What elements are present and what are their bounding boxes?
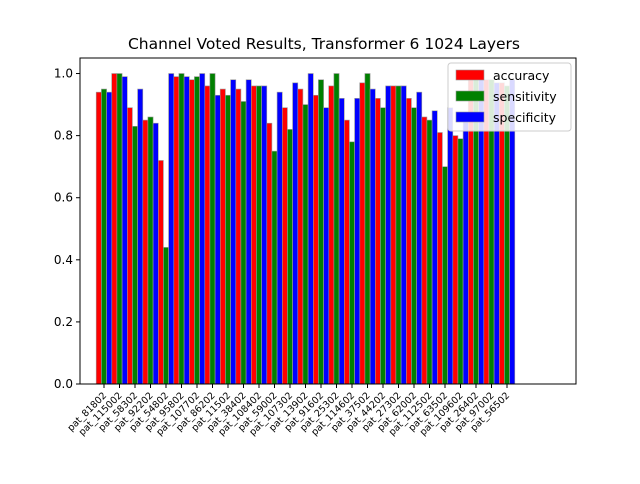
bar-accuracy-pat_114602 xyxy=(343,119,350,385)
bar-specificity-pat_107302 xyxy=(292,82,299,385)
bar-sensitivity-pat_59002 xyxy=(271,150,278,385)
bar-accuracy-pat_63502 xyxy=(436,132,443,385)
bar-accuracy-pat_62002 xyxy=(405,98,412,385)
bar-specificity-pat_92202 xyxy=(152,122,159,385)
bar-sensitivity-pat_25302 xyxy=(333,73,340,385)
bar-sensitivity-pat_108402 xyxy=(256,85,262,385)
bar-sensitivity-pat_27302 xyxy=(395,85,402,385)
legend-swatch-specificity xyxy=(455,111,485,123)
legend-label-accuracy: accuracy xyxy=(493,68,550,83)
bar-specificity-pat_108402 xyxy=(261,85,268,385)
legend-label-sensitivity: sensitivity xyxy=(493,89,557,104)
y-axis: 0.0 0.2 0.4 0.6 0.8 1.0 xyxy=(54,67,80,391)
bar-accuracy-pat_44202 xyxy=(374,98,381,385)
bar-accuracy-pat_81802 xyxy=(95,91,102,385)
y-tick-label: 1.0 xyxy=(54,67,73,81)
bar-sensitivity-pat_107702 xyxy=(194,76,200,385)
bar-accuracy-pat_54802 xyxy=(157,160,164,385)
bar-sensitivity-pat_115002 xyxy=(116,73,123,385)
x-axis: pat_81802pat_115002pat_58302pat_92202pat… xyxy=(66,384,512,438)
bar-specificity-pat_62002 xyxy=(416,91,423,385)
bar-sensitivity-pat_37502 xyxy=(364,73,371,385)
bar-accuracy-pat_25302 xyxy=(328,85,335,385)
bar-sensitivity-pat_58302 xyxy=(132,126,138,385)
bar-sensitivity-pat_54802 xyxy=(163,247,169,385)
bar-specificity-pat_91602 xyxy=(323,107,330,385)
bar-specificity-pat_11502 xyxy=(230,79,237,385)
bar-accuracy-pat_27302 xyxy=(390,85,397,385)
bar-sensitivity-pat_86202 xyxy=(209,73,216,385)
bar-specificity-pat_115002 xyxy=(121,76,128,385)
bar-specificity-pat_54802 xyxy=(168,73,175,385)
plot-frame xyxy=(79,57,577,385)
bar-sensitivity-pat_38402 xyxy=(240,101,247,385)
legend-swatch-sensitivity xyxy=(455,90,485,102)
bar-sensitivity-pat_81802 xyxy=(101,88,107,385)
y-tick-label: 0.0 xyxy=(54,377,73,391)
bar-sensitivity-pat_92202 xyxy=(147,116,154,385)
bar-accuracy-pat_107702 xyxy=(188,79,195,385)
bar-specificity-pat_37502 xyxy=(369,88,376,385)
bar-accuracy-pat_108402 xyxy=(250,85,257,385)
bar-accuracy-pat_109602 xyxy=(452,135,459,385)
bar-specificity-pat_25302 xyxy=(338,98,345,385)
bar-sensitivity-pat_11502 xyxy=(225,94,231,385)
bar-sensitivity-pat_95802 xyxy=(178,73,185,385)
bar-accuracy-pat_38402 xyxy=(235,88,242,385)
bar-accuracy-pat_115002 xyxy=(111,73,118,385)
bar-specificity-pat_107702 xyxy=(199,73,206,385)
bar-accuracy-pat_11502 xyxy=(219,88,226,385)
bar-sensitivity-pat_63502 xyxy=(442,166,448,385)
bar-specificity-pat_95802 xyxy=(183,76,190,385)
legend-label-specificity: specificity xyxy=(493,110,557,125)
bar-accuracy-pat_92202 xyxy=(142,119,149,385)
y-tick-label: 0.6 xyxy=(54,191,73,205)
bar-accuracy-pat_112502 xyxy=(421,116,428,385)
bar-sensitivity-pat_114602 xyxy=(349,141,355,385)
bar-specificity-pat_81802 xyxy=(106,91,113,385)
bar-accuracy-pat_37502 xyxy=(359,82,366,385)
bar-accuracy-pat_95802 xyxy=(173,76,180,385)
bar-accuracy-pat_13902 xyxy=(297,88,304,385)
bar-specificity-pat_44202 xyxy=(385,85,392,385)
y-tick-label: 0.4 xyxy=(54,253,73,267)
bar-specificity-pat_112502 xyxy=(431,110,438,385)
bar-sensitivity-pat_44202 xyxy=(380,107,386,385)
bar-sensitivity-pat_109602 xyxy=(457,138,464,385)
bar-sensitivity-pat_62002 xyxy=(411,107,417,385)
bar-accuracy-pat_59002 xyxy=(266,122,273,385)
bar-specificity-pat_58302 xyxy=(137,88,144,385)
bar-sensitivity-pat_13902 xyxy=(302,104,309,385)
bar-specificity-pat_114602 xyxy=(354,98,361,385)
bar-sensitivity-pat_91602 xyxy=(318,79,324,385)
y-tick-label: 0.2 xyxy=(54,315,73,329)
bar-specificity-pat_59002 xyxy=(276,91,283,385)
y-tick-label: 0.8 xyxy=(54,129,73,143)
bar-specificity-pat_38402 xyxy=(245,79,252,385)
bar-accuracy-pat_58302 xyxy=(126,107,133,385)
chart-title: Channel Voted Results, Transformer 6 102… xyxy=(128,35,520,53)
bar-specificity-pat_109602 xyxy=(462,113,469,385)
bar-specificity-pat_86202 xyxy=(214,94,221,385)
bar-specificity-pat_13902 xyxy=(307,73,314,385)
bar-sensitivity-pat_107302 xyxy=(287,129,293,385)
bar-accuracy-pat_91602 xyxy=(312,94,319,385)
bar-sensitivity-pat_112502 xyxy=(426,119,433,385)
bar-accuracy-pat_86202 xyxy=(204,85,211,385)
bar-specificity-pat_27302 xyxy=(400,85,407,385)
legend: accuracy sensitivity specificity xyxy=(447,62,572,132)
bar-accuracy-pat_107302 xyxy=(281,107,288,385)
bar-specificity-pat_63502 xyxy=(447,107,454,385)
legend-swatch-accuracy xyxy=(455,69,485,81)
